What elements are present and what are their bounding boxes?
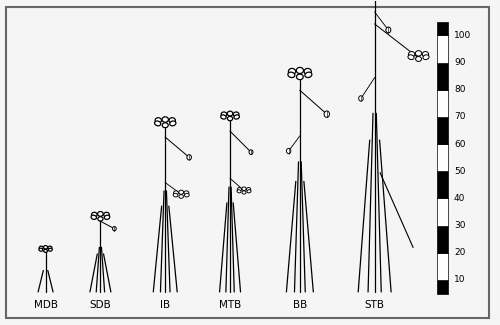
- Text: 30: 30: [454, 221, 466, 230]
- Ellipse shape: [179, 195, 184, 198]
- Ellipse shape: [416, 57, 422, 61]
- Ellipse shape: [112, 227, 116, 231]
- Ellipse shape: [286, 149, 291, 154]
- Ellipse shape: [48, 246, 52, 250]
- Ellipse shape: [91, 215, 96, 219]
- Ellipse shape: [304, 69, 312, 74]
- Ellipse shape: [324, 111, 330, 117]
- Ellipse shape: [305, 72, 312, 78]
- Ellipse shape: [104, 212, 110, 217]
- Ellipse shape: [44, 246, 48, 249]
- Ellipse shape: [358, 96, 363, 101]
- Ellipse shape: [162, 123, 168, 128]
- Ellipse shape: [179, 190, 184, 194]
- Ellipse shape: [288, 72, 295, 78]
- Bar: [437, 253, 448, 280]
- Bar: [437, 35, 448, 62]
- Ellipse shape: [173, 193, 178, 197]
- Ellipse shape: [104, 215, 110, 219]
- Text: MTB: MTB: [219, 300, 241, 310]
- Ellipse shape: [386, 27, 391, 33]
- Ellipse shape: [220, 115, 226, 119]
- Ellipse shape: [408, 55, 414, 59]
- Ellipse shape: [234, 112, 239, 117]
- Text: 50: 50: [454, 167, 466, 176]
- Ellipse shape: [242, 191, 246, 194]
- Ellipse shape: [98, 217, 103, 221]
- Ellipse shape: [162, 117, 168, 122]
- Ellipse shape: [249, 150, 253, 154]
- Text: MDB: MDB: [34, 300, 58, 310]
- Ellipse shape: [408, 52, 415, 57]
- Ellipse shape: [228, 116, 232, 121]
- Text: 80: 80: [454, 85, 466, 94]
- Ellipse shape: [234, 115, 239, 119]
- Ellipse shape: [422, 52, 428, 57]
- Text: IB: IB: [160, 300, 170, 310]
- Bar: [437, 90, 448, 117]
- Ellipse shape: [155, 118, 162, 123]
- Ellipse shape: [39, 248, 43, 251]
- Bar: [437, 171, 448, 199]
- Text: 60: 60: [454, 139, 466, 149]
- Ellipse shape: [246, 188, 250, 191]
- Bar: [437, 62, 448, 90]
- Text: 100: 100: [454, 31, 471, 40]
- Ellipse shape: [423, 55, 429, 59]
- Ellipse shape: [221, 112, 226, 117]
- Bar: [437, 199, 448, 226]
- Ellipse shape: [170, 121, 176, 126]
- Ellipse shape: [247, 190, 251, 193]
- Bar: [437, 117, 448, 144]
- Ellipse shape: [184, 193, 189, 197]
- Ellipse shape: [48, 248, 52, 251]
- Ellipse shape: [296, 67, 304, 73]
- Text: STB: STB: [364, 300, 384, 310]
- Ellipse shape: [238, 188, 242, 191]
- Ellipse shape: [187, 155, 192, 160]
- Ellipse shape: [296, 74, 303, 80]
- Ellipse shape: [288, 69, 296, 74]
- Text: BB: BB: [292, 300, 307, 310]
- Ellipse shape: [92, 212, 97, 217]
- Ellipse shape: [174, 191, 178, 195]
- FancyBboxPatch shape: [6, 7, 490, 318]
- Text: 10: 10: [454, 276, 466, 284]
- Ellipse shape: [98, 212, 103, 216]
- Text: 90: 90: [454, 58, 466, 67]
- Text: 70: 70: [454, 112, 466, 121]
- Bar: [437, 280, 448, 293]
- Ellipse shape: [237, 190, 241, 193]
- Ellipse shape: [169, 118, 175, 123]
- Ellipse shape: [44, 249, 48, 253]
- Bar: [437, 22, 448, 35]
- Bar: [437, 144, 448, 171]
- Ellipse shape: [228, 111, 233, 116]
- Ellipse shape: [242, 187, 246, 190]
- Ellipse shape: [39, 246, 43, 250]
- Ellipse shape: [154, 121, 161, 126]
- Text: SDB: SDB: [90, 300, 112, 310]
- Bar: [437, 226, 448, 253]
- Text: 20: 20: [454, 248, 466, 257]
- Text: 40: 40: [454, 194, 466, 203]
- Ellipse shape: [416, 51, 422, 56]
- Ellipse shape: [184, 191, 189, 195]
